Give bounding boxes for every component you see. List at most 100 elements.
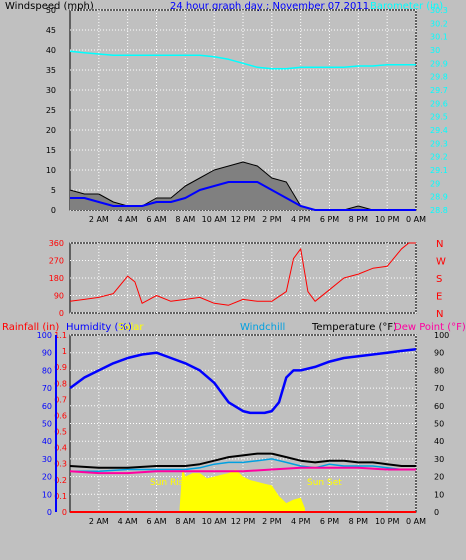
rainfall-y-tick-label: 1 [62,347,67,356]
chart-title: 24 hour graph day : November 07 2011 [170,1,369,12]
barometer-y-tick-label: 29.8 [430,73,448,82]
compass-label: N [436,239,443,250]
temp-x-tick-label: 8 PM [349,517,368,526]
barometer-y-tick-label: 29.5 [430,113,448,122]
wind-y-tick-label: 35 [46,66,56,75]
wind-panel-series [69,50,416,211]
wind-x-tick-label: 8 AM [175,215,195,224]
temperature-y-tick-label: 70 [434,384,444,393]
barometer-y-tick-label: 29 [430,179,440,188]
wind-y-tick-label: 0 [51,206,56,215]
sunset-annotation: Sun Set [307,478,342,488]
wind-y-tick-label: 5 [51,186,56,195]
barometer-y-tick-label: 29.3 [430,139,448,148]
wind-y-tick-label: 20 [46,126,56,135]
sunrise-annotation: Sun Rise [150,478,189,488]
barometer-y-tick-label: 28.8 [430,206,448,215]
rainfall-axis-label: Rainfall (in) [2,322,59,333]
temperature-axis-label: Temperature (°F) [311,322,397,333]
humidity-y-tick-label: 80 [42,366,52,375]
wind-x-tick-label: 10 PM [375,215,400,224]
direction-y-tick-label: 90 [54,292,64,301]
wind-panel-ticks: 0 5 10 15 20 25 30 35 40 45 50 28.8 28.9 29 29.1 29.2 29… [46,6,448,224]
barometer-y-tick-label: 29.4 [430,126,448,135]
temp-x-tick-label: 2 AM [89,517,109,526]
temperature-panel-series [69,347,417,513]
wind-x-tick-label: 4 AM [118,215,138,224]
wind-x-tick-label: 6 PM [320,215,339,224]
temperature-y-tick-label: 30 [434,455,444,464]
wind-direction-line [69,242,416,306]
humidity-y-tick-label: 30 [42,455,52,464]
barometer-y-tick-label: 29.6 [430,99,448,108]
humidity-y-tick-label: 70 [42,384,52,393]
windspeed-axis-label: Windspeed (mph) [5,1,94,12]
barometer-axis-label: Barometer (in) [370,1,443,12]
humidity-line [69,347,417,415]
dewpoint-axis-label: Dew Point (°F) [394,322,466,333]
rainfall-y-tick-label: 0.4 [54,444,67,453]
windchill-axis-label: Windchill [240,322,285,333]
wind-y-tick-label: 45 [46,26,56,35]
temp-x-tick-label: 6 PM [320,517,339,526]
wind-x-tick-label: 2 PM [262,215,281,224]
wind-y-tick-label: 10 [46,166,56,175]
wind-y-tick-label: 40 [46,46,56,55]
barometer-y-tick-label: 30.2 [430,19,448,28]
windchill-line [70,458,416,473]
wind-x-tick-label: 6 AM [146,215,166,224]
compass-label: W [436,257,446,268]
temp-x-tick-label: 0 AM [406,517,426,526]
wind-x-tick-label: 4 PM [291,215,310,224]
rainfall-y-tick-label: 0.7 [54,395,67,404]
humidity-y-tick-label: 50 [42,420,52,429]
barometer-y-tick-label: 29.1 [430,166,448,175]
temperature-y-tick-label: 60 [434,402,444,411]
rainfall-y-tick-label: 0 [62,508,67,517]
humidity-y-tick-label: 40 [42,437,52,446]
temperature-y-tick-label: 80 [434,366,444,375]
wind-x-tick-label: 0 AM [406,215,426,224]
dewpoint-line [69,466,416,475]
temp-x-tick-label: 4 PM [291,517,310,526]
wind-x-tick-label: 2 AM [89,215,109,224]
solar-area [179,467,305,512]
rainfall-y-tick-label: 0.3 [54,460,67,469]
temp-x-tick-label: 2 PM [262,517,281,526]
temp-x-tick-label: 8 AM [175,517,195,526]
temperature-y-tick-label: 90 [434,349,444,358]
rainfall-y-tick-label: 0.2 [54,476,67,485]
humidity-y-tick-label: 90 [42,349,52,358]
humidity-y-tick-label: 60 [42,402,52,411]
rainfall-y-tick-label: 0.1 [54,492,67,501]
temperature-y-tick-label: 100 [434,331,449,340]
windspeed-avg-line [70,181,416,211]
barometer-y-tick-label: 29.9 [430,59,448,68]
wind-x-tick-label: 8 PM [349,215,368,224]
rainfall-y-tick-label: 0.6 [54,411,67,420]
humidity-y-tick-label: 0 [47,508,52,517]
temperature-y-tick-label: 20 [434,473,444,482]
compass-label: N [436,309,443,320]
direction-y-tick-label: 270 [49,257,64,266]
rainfall-y-tick-label: 1.1 [54,331,67,340]
wind-y-tick-label: 15 [46,146,56,155]
temperature-y-tick-label: 0 [434,508,439,517]
temp-x-tick-label: 12 PM [231,517,256,526]
rainfall-y-tick-label: 0.9 [54,363,67,372]
temperature-y-tick-label: 50 [434,420,444,429]
humidity-y-tick-label: 10 [42,490,52,499]
temperature-y-tick-label: 40 [434,437,444,446]
wind-y-tick-label: 50 [46,6,56,15]
temp-x-tick-label: 10 PM [375,517,400,526]
wind-y-tick-label: 30 [46,86,56,95]
solar-axis-label: Solar [118,322,144,333]
humidity-axis-label: Humidity (%) [66,322,132,333]
temperature-line [69,452,416,469]
wind-y-tick-label: 25 [46,106,56,115]
temp-x-tick-label: 6 AM [146,517,166,526]
direction-y-tick-label: 180 [49,274,64,283]
